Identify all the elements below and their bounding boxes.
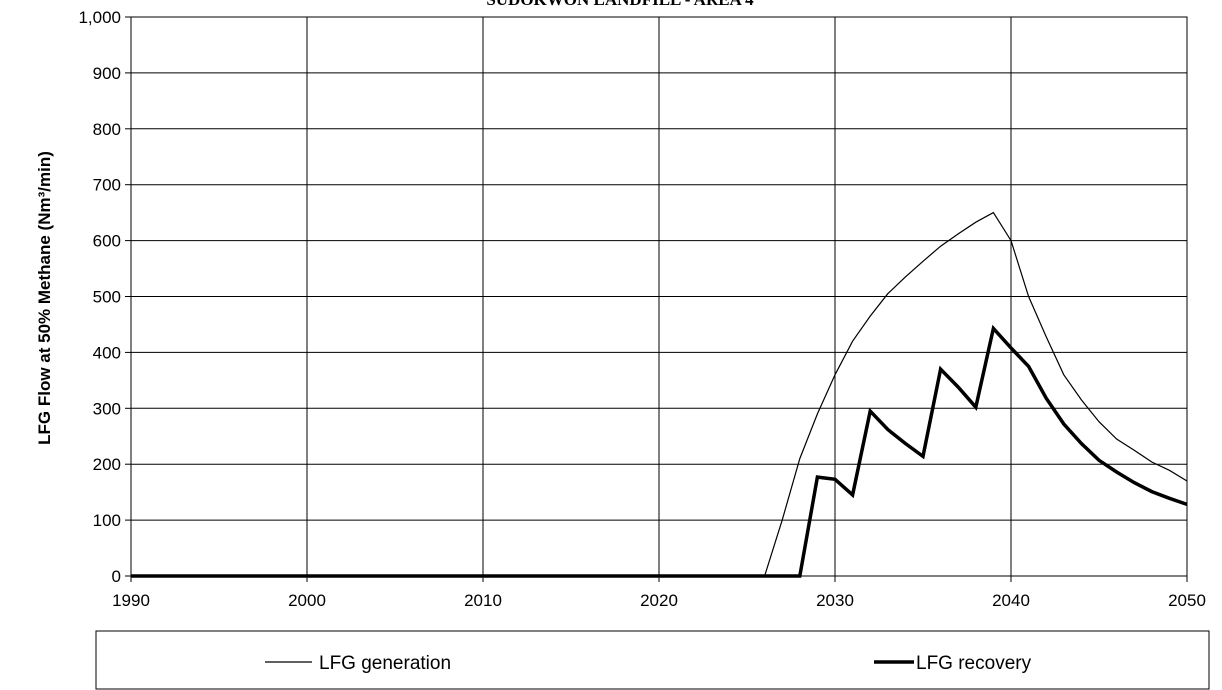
series-line-lfg-generation <box>131 211 1188 577</box>
legend-label-generation: LFG generation <box>319 653 451 674</box>
tick-label-y: 0 <box>112 567 121 586</box>
tick-label-y: 100 <box>93 511 121 530</box>
tick-label-y: 500 <box>93 288 121 307</box>
tick-label-x: 2020 <box>640 591 678 610</box>
tick-label-x: 2000 <box>288 591 326 610</box>
tick-label-y: 900 <box>93 64 121 83</box>
legend-box <box>95 630 1210 690</box>
tick-label-x: 2030 <box>816 591 854 610</box>
tick-label-y: 600 <box>93 232 121 251</box>
axes <box>125 16 1188 582</box>
legend: LFG generation LFG recovery <box>95 630 1210 690</box>
tick-label-y: 200 <box>93 455 121 474</box>
tick-label-x: 1990 <box>112 591 150 610</box>
tick-label-x: 2040 <box>992 591 1030 610</box>
chart-title: SUDOKWON LANDFILL - AREA 4 <box>486 0 754 9</box>
tick-label-y: 1,000 <box>78 8 121 27</box>
series-line-lfg-recovery <box>131 324 1188 578</box>
tick-label-y: 700 <box>93 176 121 195</box>
y-axis-label: LFG Flow at 50% Methane (Nm³/min) <box>35 151 54 445</box>
tick-label-x: 2010 <box>464 591 502 610</box>
legend-label-recovery: LFG recovery <box>916 653 1032 674</box>
tick-label-y: 400 <box>93 343 121 362</box>
series-layer <box>131 211 1188 578</box>
tick-label-y: 300 <box>93 399 121 418</box>
tick-labels: 0 100 200 300 400 500 600 700 800 900 1,000 1990 200… <box>78 8 1205 610</box>
tick-label-y: 800 <box>93 120 121 139</box>
tick-label-x: 2050 <box>1168 591 1206 610</box>
